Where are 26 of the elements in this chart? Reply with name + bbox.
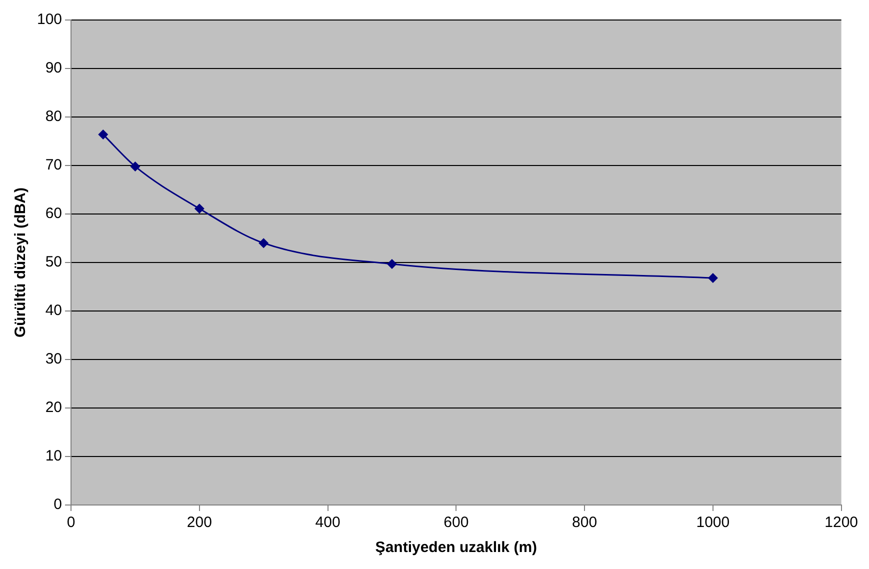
x-axis-title: Şantiyeden uzaklık (m) bbox=[375, 539, 538, 556]
x-tick-label: 0 bbox=[66, 514, 76, 532]
point bbox=[194, 204, 204, 214]
y-tick-label: 100 bbox=[36, 11, 62, 28]
x-tick-label: 600 bbox=[444, 514, 469, 532]
y-tick-label: 50 bbox=[45, 254, 62, 271]
y-tick-label: 30 bbox=[45, 350, 62, 368]
point bbox=[258, 238, 269, 248]
y-axis-title: Gürültü düzeyi (dBA) bbox=[12, 188, 30, 338]
y-tick-label: 90 bbox=[45, 60, 62, 77]
x-tick-label: 200 bbox=[186, 514, 212, 532]
x-tick-label: 1000 bbox=[696, 514, 730, 532]
point bbox=[98, 129, 108, 140]
y-tick-label: 80 bbox=[45, 108, 62, 126]
y-tick-label: 70 bbox=[45, 156, 62, 174]
point bbox=[386, 258, 397, 269]
y-tick-label: 10 bbox=[45, 448, 62, 465]
y-tick-label: 60 bbox=[45, 205, 62, 222]
y-tick-label: 0 bbox=[54, 496, 62, 514]
y-tick-label: 20 bbox=[45, 399, 62, 416]
point bbox=[708, 273, 718, 284]
x-tick-label: 800 bbox=[572, 514, 598, 532]
point bbox=[130, 161, 140, 172]
y-tick-label: 40 bbox=[45, 302, 62, 320]
x-tick-label: 400 bbox=[315, 514, 340, 532]
x-tick-label: 1200 bbox=[824, 514, 858, 532]
